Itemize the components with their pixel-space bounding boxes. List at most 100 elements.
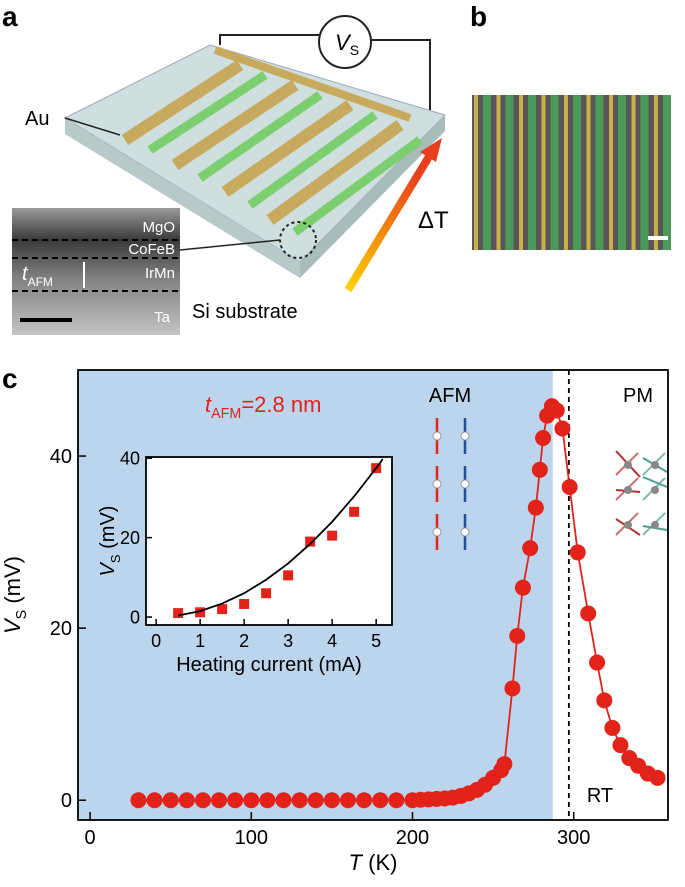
- symbol: V: [335, 30, 352, 55]
- text-part: (mV): [97, 506, 119, 555]
- arrow: [64, 117, 121, 136]
- point: [162, 792, 179, 809]
- subscript: S: [108, 554, 123, 563]
- atom: [651, 486, 659, 494]
- point: [291, 792, 308, 809]
- point: [589, 654, 606, 671]
- y-tick-label: 40: [50, 446, 72, 468]
- label: Heating current (mA): [176, 654, 362, 676]
- point: [261, 588, 272, 599]
- subscript: AFM: [28, 275, 53, 289]
- chart: 0 1 2 3 4 5 0 20 40 Heating current (mA) VS (mV): [97, 448, 393, 676]
- stripe: [541, 95, 546, 250]
- point: [340, 792, 357, 809]
- series-line: [177, 458, 384, 617]
- x-tick-label: 0: [151, 631, 161, 651]
- text-part: t: [205, 392, 212, 417]
- stripe: [654, 95, 658, 250]
- text-part: V: [0, 617, 25, 634]
- substrate-side: [300, 115, 445, 278]
- layer-label: IrMn: [145, 265, 175, 282]
- annotation: PM: [623, 385, 653, 407]
- substrate-side: [65, 118, 300, 278]
- frame: [145, 456, 393, 626]
- point: [146, 792, 163, 809]
- point: [178, 792, 195, 809]
- substrate-label: Si substrate: [192, 301, 298, 323]
- stripe: [640, 95, 649, 250]
- point: [535, 429, 552, 446]
- atom: [624, 521, 632, 529]
- voltmeter-label: VS: [335, 30, 359, 58]
- label: T (K): [349, 850, 398, 875]
- atom: [460, 431, 470, 441]
- stripe: [519, 95, 523, 250]
- point: [531, 461, 548, 478]
- point: [275, 792, 292, 809]
- point: [596, 692, 613, 709]
- point: [514, 579, 531, 596]
- point: [604, 719, 621, 736]
- stripe: [609, 95, 613, 250]
- point: [349, 506, 360, 517]
- stripe: [505, 95, 514, 250]
- point: [323, 792, 340, 809]
- point: [649, 769, 666, 786]
- x-tick-label: 300: [557, 827, 590, 849]
- stripe: [528, 95, 536, 250]
- point: [307, 792, 324, 809]
- subscript: S: [14, 610, 30, 620]
- device-stripes: [121, 46, 423, 236]
- voltmeter: [318, 15, 372, 69]
- annotation: RT: [587, 785, 613, 807]
- atom: [624, 486, 632, 494]
- text-part: V: [97, 561, 119, 576]
- atom: [432, 527, 442, 537]
- stripe: [618, 95, 626, 250]
- point: [548, 402, 565, 419]
- x-tick-label: 5: [371, 631, 381, 651]
- label: tAFM=2.8 nm: [205, 392, 321, 422]
- gradient-arrow: [344, 152, 434, 293]
- panel-label: a: [2, 1, 18, 32]
- stripe: [474, 95, 478, 250]
- stripe: [496, 95, 501, 250]
- point: [496, 756, 513, 773]
- text-part: (K): [362, 850, 397, 875]
- atom: [651, 521, 659, 529]
- point: [130, 792, 147, 809]
- point: [372, 792, 389, 809]
- point: [561, 479, 578, 496]
- point: [243, 792, 260, 809]
- layer-lines: [12, 239, 180, 292]
- x-tick-label: 1: [195, 631, 205, 651]
- atom: [651, 461, 659, 469]
- panel-label: c: [2, 363, 18, 394]
- thickness-label: tAFM: [22, 263, 53, 289]
- stripe: [631, 95, 636, 250]
- point: [569, 544, 586, 561]
- point: [173, 608, 184, 619]
- point: [327, 530, 338, 541]
- point: [580, 605, 597, 622]
- atom: [432, 431, 442, 441]
- delta-t-label: ΔT: [418, 207, 449, 234]
- x-tick-label: 2: [239, 631, 249, 651]
- point: [217, 604, 228, 615]
- frame: [77, 369, 669, 821]
- text-part: Heating current (mA): [176, 654, 362, 676]
- au-label: Au: [25, 108, 49, 130]
- text-part: (mV): [0, 556, 25, 610]
- arrow: [179, 239, 281, 251]
- subscript: S: [350, 42, 359, 58]
- layer-label: CoFeB: [128, 241, 175, 258]
- y-tick-label: 20: [120, 528, 140, 548]
- y-tick-label: 20: [50, 618, 72, 640]
- point: [259, 792, 276, 809]
- stripe: [564, 95, 568, 250]
- x-tick-label: 0: [85, 827, 96, 849]
- point: [527, 499, 544, 516]
